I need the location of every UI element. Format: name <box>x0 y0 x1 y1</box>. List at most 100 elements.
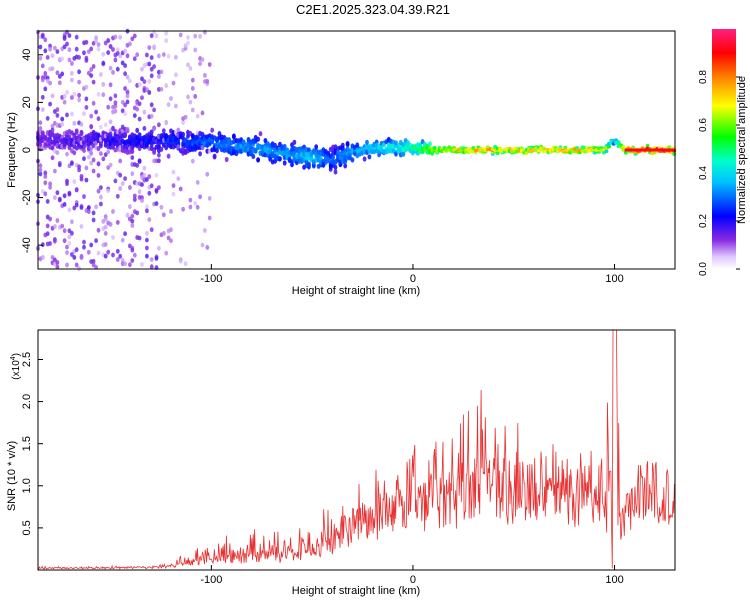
spectrogram-cell <box>77 167 81 173</box>
spectrogram-cell <box>190 77 195 83</box>
spectrogram-cell <box>96 173 101 178</box>
spectrogram-cell <box>48 181 52 187</box>
spectrogram-cell <box>123 71 127 77</box>
spectrogram-cell <box>72 205 77 211</box>
colorbar-tick-label: 0.8 <box>698 70 709 84</box>
spectrogram-cell <box>96 46 101 52</box>
spectrogram-cell <box>38 163 43 169</box>
spectrogram-cell <box>108 162 113 168</box>
spectrogram-cell <box>99 151 103 157</box>
spectrogram-cell <box>91 210 96 216</box>
spectrogram-cell <box>203 73 207 78</box>
spectrogram-cell <box>40 255 45 260</box>
spectrogram-cell <box>188 66 193 71</box>
snr-y-tick-label: 2.5 <box>21 352 33 367</box>
spectrogram-cell <box>251 153 256 159</box>
spectrogram-cell <box>48 185 52 190</box>
spectrogram-cell <box>198 34 203 39</box>
snr-y-tick-label: 2.0 <box>21 394 33 409</box>
spectrogram-cell <box>333 169 338 175</box>
spectrogram-cell <box>321 162 326 168</box>
spectrogram-cell <box>65 244 69 250</box>
spectrogram-cell <box>72 255 77 260</box>
spectrogram-cell <box>205 171 210 177</box>
spectrogram-cell <box>40 94 45 100</box>
spectrogram-cell <box>147 45 152 50</box>
spectrogram-cell <box>205 245 210 250</box>
spectrogram-cell <box>355 142 360 148</box>
spectrogram-cell <box>154 33 159 39</box>
spectrogram-cell <box>106 104 111 110</box>
spectrogram-cell <box>140 95 144 101</box>
spectrogram-cell <box>91 100 96 106</box>
spectrogram-cell <box>65 262 69 268</box>
spectrogram-cell <box>142 125 147 131</box>
spectrogram-cell <box>190 86 195 91</box>
spectrogram-panel: -40 -20 0 20 40 -100 0 100 Height of straight … <box>6 28 677 297</box>
spectrogram-cell <box>82 239 86 245</box>
spectrogram-cell <box>62 94 67 99</box>
spectrogram-cell <box>195 180 200 185</box>
spectrogram-cell <box>103 152 108 158</box>
spectrogram-cell <box>147 190 152 196</box>
spectrogram-cell <box>149 73 154 79</box>
spectrogram-cell <box>99 124 103 130</box>
colorbar-label: Normalized spectral amplitude <box>736 76 748 224</box>
colorbar-tick-label: 0.4 <box>698 166 709 180</box>
spectrogram-cell <box>70 71 74 76</box>
spectrogram-cell <box>40 63 45 69</box>
spectrogram-cell <box>43 86 48 92</box>
spectrogram-cell <box>343 163 348 169</box>
spectrogram-cell <box>84 165 89 171</box>
spectrogram-cell <box>118 186 123 191</box>
spectrogram-cell <box>74 34 79 40</box>
spectrogram-cell <box>62 44 67 50</box>
spectrogram-cell <box>72 120 77 126</box>
spectrogram-cell <box>123 176 127 182</box>
spectrogram-cell <box>43 48 48 54</box>
snr-multiplier: (x104) <box>10 353 22 380</box>
snr-x-tick-label: -100 <box>200 574 222 586</box>
spectrogram-cell <box>120 237 125 243</box>
spectrogram-cell <box>207 62 212 67</box>
spectrogram-cell <box>186 62 190 68</box>
spectrogram-cell <box>89 150 94 156</box>
spectrogram-cell <box>113 178 118 184</box>
spectrogram-cell <box>125 99 130 105</box>
spectrogram-cell <box>111 252 115 258</box>
spectrogram-cell <box>45 116 50 121</box>
spectrogram-y-tick-label: -40 <box>21 237 33 253</box>
spectrogram-cell <box>67 234 72 240</box>
spectrogram-cell <box>135 106 140 112</box>
spectrogram-cell <box>67 240 72 246</box>
figure-title: C2E1.2025.323.04.39.R21 <box>296 2 450 17</box>
spectrogram-cell <box>147 61 152 67</box>
spectrogram-cell <box>152 126 157 131</box>
spectrogram-cell <box>135 210 140 216</box>
spectrogram-cell <box>82 244 86 250</box>
spectrogram-cell <box>145 253 149 259</box>
spectrogram-cell <box>84 105 89 110</box>
spectrogram-cell <box>43 174 48 179</box>
spectrogram-cell <box>193 47 198 53</box>
spectrogram-cell <box>40 107 45 112</box>
spectrogram-cell <box>89 73 94 78</box>
spectrogram-cell <box>115 248 120 254</box>
spectrogram-cell <box>140 198 144 203</box>
spectrogram-cell <box>43 71 48 76</box>
spectrogram-cell <box>149 55 154 60</box>
spectrogram-cell <box>253 148 258 154</box>
spectrogram-cell <box>65 250 69 256</box>
spectrogram-cell <box>217 131 222 137</box>
spectrogram-cell <box>125 93 130 99</box>
spectrogram-cell <box>149 113 154 119</box>
spectrogram-cell <box>70 219 74 225</box>
spectrogram-cell <box>203 228 207 233</box>
spectrogram-cell <box>130 171 135 177</box>
colorbar-tick-label: 0.0 <box>698 262 709 276</box>
spectrogram-cell <box>171 169 176 175</box>
spectrogram-cell <box>161 52 166 57</box>
spectrogram-cell <box>103 216 108 222</box>
spectrogram-cell <box>127 185 132 190</box>
spectrogram-cell <box>137 159 142 164</box>
